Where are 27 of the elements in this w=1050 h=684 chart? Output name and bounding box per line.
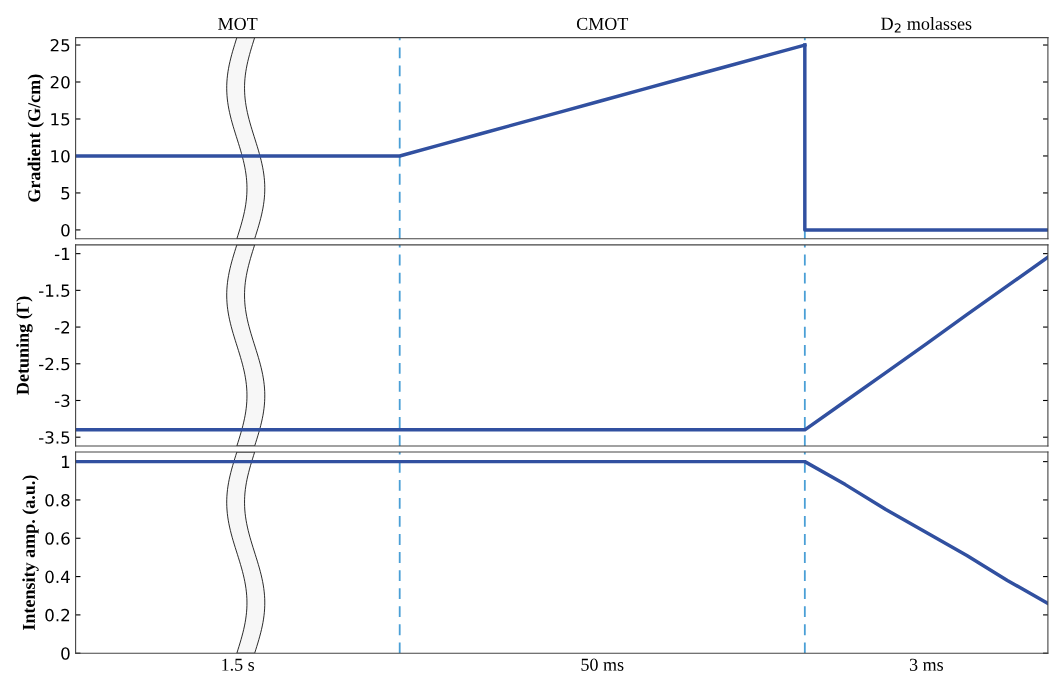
y-tick-label: 10 bbox=[51, 149, 70, 163]
y-tick-label: 15 bbox=[51, 113, 70, 126]
x-tick-label: 3 ms bbox=[909, 658, 944, 671]
y-tick-label: 0 bbox=[61, 647, 70, 660]
text: CMOT bbox=[576, 17, 629, 30]
y-tick-label: -1 bbox=[54, 247, 70, 260]
text: D$_{2}$ molasses bbox=[881, 17, 972, 33]
y-tick-label: -1.5 bbox=[39, 284, 70, 297]
y-tick-label: 25 bbox=[50, 38, 70, 52]
y-tick-label: -3.5 bbox=[39, 431, 70, 444]
y-axis-title: Gradient (G/cm) bbox=[27, 74, 44, 202]
y-tick-label: 5 bbox=[61, 187, 70, 200]
y-tick-label: 20 bbox=[50, 75, 70, 89]
y-tick-label: 0.6 bbox=[45, 532, 70, 545]
y-tick-label: 0.4 bbox=[45, 570, 70, 584]
y-tick-label: 1 bbox=[61, 455, 70, 468]
y-axis-title: Detuning (Γ) bbox=[16, 296, 33, 395]
y-tick-label: 0.8 bbox=[45, 493, 70, 507]
x-tick-label: 1.5 s bbox=[222, 658, 255, 671]
y-axis-title: Intensity amp. (a.u.) bbox=[22, 475, 39, 631]
y-tick-label: 0.2 bbox=[45, 608, 70, 622]
y-tick-label: 0 bbox=[61, 223, 70, 237]
y-tick-label: -2.5 bbox=[39, 357, 70, 371]
y-tick-label: -2 bbox=[54, 321, 70, 334]
y-tick-label: -3 bbox=[54, 394, 70, 408]
x-tick-label: 50 ms bbox=[581, 658, 624, 671]
text: MOT bbox=[218, 17, 258, 30]
